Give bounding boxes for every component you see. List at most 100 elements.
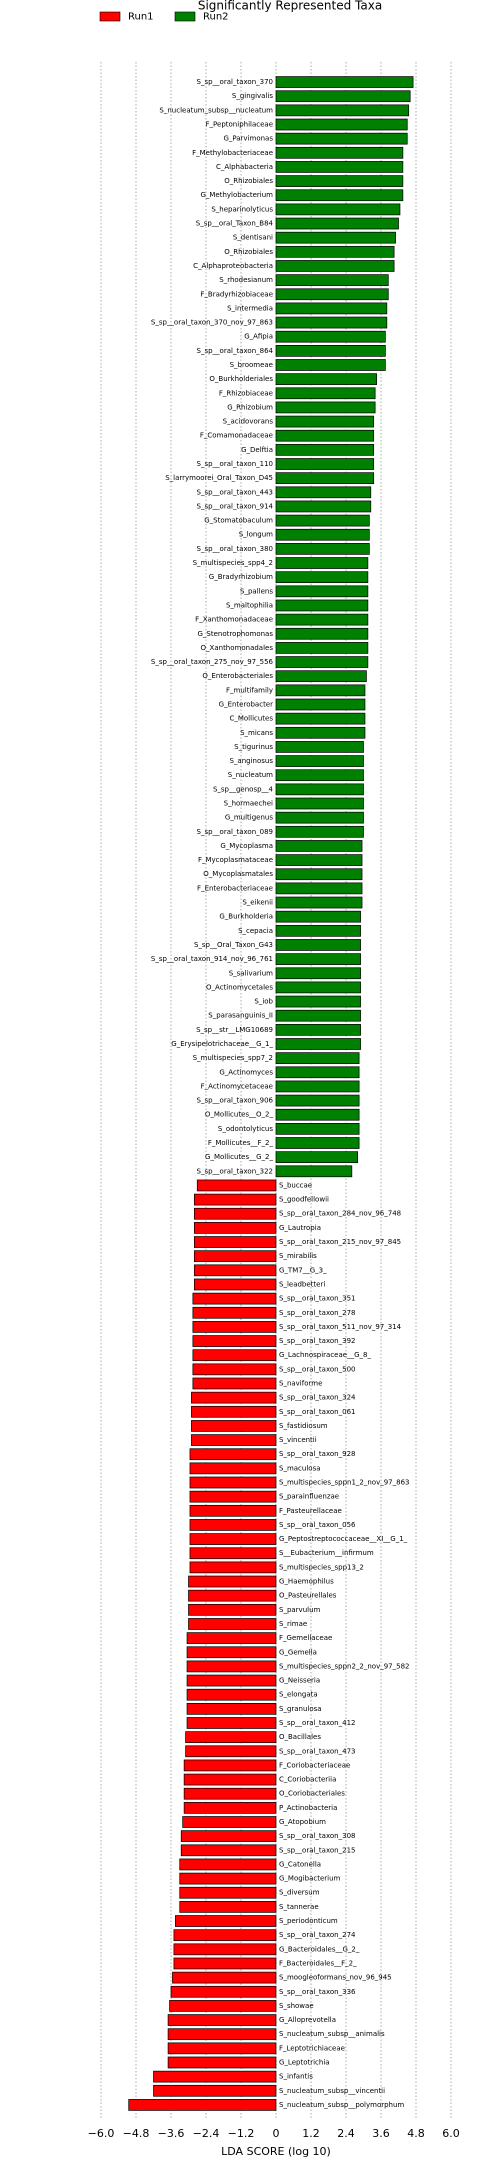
bar	[275, 1038, 361, 1050]
category-label: S_sp__oral_taxon_864	[197, 347, 274, 355]
category-label: S_rimae	[279, 1620, 307, 1628]
bar	[275, 1094, 360, 1107]
bar	[275, 401, 376, 414]
bar	[188, 1589, 277, 1602]
x-tick-label: 0	[273, 2127, 280, 2140]
category-label: S_mirabilis	[279, 1252, 317, 1260]
bar	[275, 316, 388, 329]
bar	[275, 755, 364, 767]
category-label: S_longum	[239, 531, 273, 539]
bar	[189, 1490, 277, 1503]
bar	[275, 825, 364, 838]
bar	[186, 1688, 277, 1701]
bar	[275, 90, 411, 103]
category-label: S__Eubacterium__infirmum	[279, 1549, 374, 1557]
bar	[189, 1533, 277, 1545]
bar	[275, 585, 369, 598]
bar	[180, 1830, 277, 1843]
bar	[192, 1363, 277, 1376]
category-label: S_sp__oral_Taxon_B84	[196, 220, 274, 228]
category-label: G_Erysipelotrichaceae__G_1_	[171, 1040, 273, 1048]
category-label: S_sp__oral_taxon_412	[279, 1719, 355, 1727]
category-label: S_salivarium	[229, 969, 273, 977]
x-tick-label: 3.6	[372, 2127, 390, 2140]
bar	[275, 840, 363, 852]
bar	[275, 132, 408, 145]
bar	[193, 1250, 277, 1263]
category-label: S_larrymoorei_Oral_Taxon_D45	[165, 474, 273, 482]
bar	[275, 472, 375, 485]
bar	[189, 1448, 277, 1461]
bar	[275, 458, 375, 470]
chart-title: Significantly Represented Taxa	[198, 0, 382, 13]
category-label: S_sp__oral_taxon_392	[279, 1337, 355, 1345]
bar	[192, 1377, 277, 1390]
bar	[183, 1802, 277, 1814]
category-label: S_broomeae	[230, 361, 273, 369]
bar	[275, 359, 386, 371]
bar	[183, 1759, 277, 1772]
category-label: S_sp__oral_taxon_061	[279, 1408, 355, 1416]
category-label: S_sp__oral_taxon_275_nov_97_556	[151, 658, 274, 666]
category-label: F_Rhizobiaceae	[219, 389, 273, 397]
bar	[275, 981, 361, 994]
category-label: S_vincentii	[279, 1436, 317, 1444]
bar	[153, 2070, 277, 2083]
bar	[275, 1052, 360, 1064]
bar	[191, 1405, 277, 1418]
bar	[193, 1278, 277, 1291]
category-label: S_sp__oral_taxon_500	[279, 1365, 355, 1373]
bar	[193, 1222, 277, 1234]
bar	[183, 1787, 277, 1800]
bar	[192, 1335, 277, 1347]
bar	[275, 995, 361, 1008]
bar	[275, 769, 364, 782]
bar	[183, 1773, 277, 1786]
category-label: S_tannerae	[279, 1903, 319, 1911]
bar	[189, 1476, 277, 1489]
bar	[275, 288, 389, 301]
category-label: S_micans	[240, 729, 273, 737]
category-label: S_sp__oral_taxon_110	[197, 460, 273, 468]
bar	[167, 2042, 277, 2055]
category-label: S_parainfluenzae	[279, 1493, 339, 1501]
x-tick-label: −3.6	[158, 2127, 185, 2140]
category-label: F_Bacteroidales__F_2_	[279, 1959, 357, 1967]
bar	[192, 1292, 277, 1305]
category-label: G_Afipia	[244, 333, 273, 341]
bar	[186, 1702, 277, 1715]
category-label: S_nucleatum	[228, 771, 273, 779]
category-label: O_Pasteurellales	[279, 1592, 337, 1600]
category-label: F_multifamily	[226, 686, 273, 694]
category-label: S_intermedia	[227, 304, 273, 312]
category-label: S_nucleatum_subsp__animalis	[279, 2030, 385, 2038]
category-label: O_Xanthomonadales	[201, 644, 274, 652]
category-label: S_pallens	[240, 587, 273, 595]
bar	[275, 599, 369, 612]
category-label: S_sp__oral_taxon_308	[279, 1832, 355, 1840]
bar	[275, 514, 370, 527]
category-label: O_Rhizobiales	[224, 177, 273, 185]
category-label: S_fastidiosum	[279, 1422, 328, 1430]
bar	[167, 2056, 277, 2069]
category-label: G_Rhizobium	[227, 403, 273, 411]
category-label: F_Pasteurellaceae	[279, 1507, 342, 1515]
bar	[275, 712, 366, 725]
x-tick-label: 1.2	[302, 2127, 320, 2140]
category-label: C_Alphaproteobacteria	[193, 262, 273, 270]
category-label: S_granulosa	[279, 1705, 322, 1713]
bar	[275, 1108, 360, 1121]
category-label: O_Coriobacteriales	[279, 1790, 345, 1798]
category-label: F_Mollicutes__F_2_	[208, 1139, 274, 1147]
bar	[275, 797, 364, 810]
bar	[179, 1886, 277, 1899]
legend-label: Run2	[203, 12, 229, 23]
category-label: G_multigenus	[225, 814, 273, 822]
bar	[180, 1844, 277, 1857]
category-label: G_Atopobium	[279, 1818, 326, 1826]
category-label: S_leadbetteri	[279, 1280, 325, 1288]
bar	[153, 2084, 277, 2097]
bar	[275, 1066, 360, 1079]
bar	[196, 1179, 277, 1192]
